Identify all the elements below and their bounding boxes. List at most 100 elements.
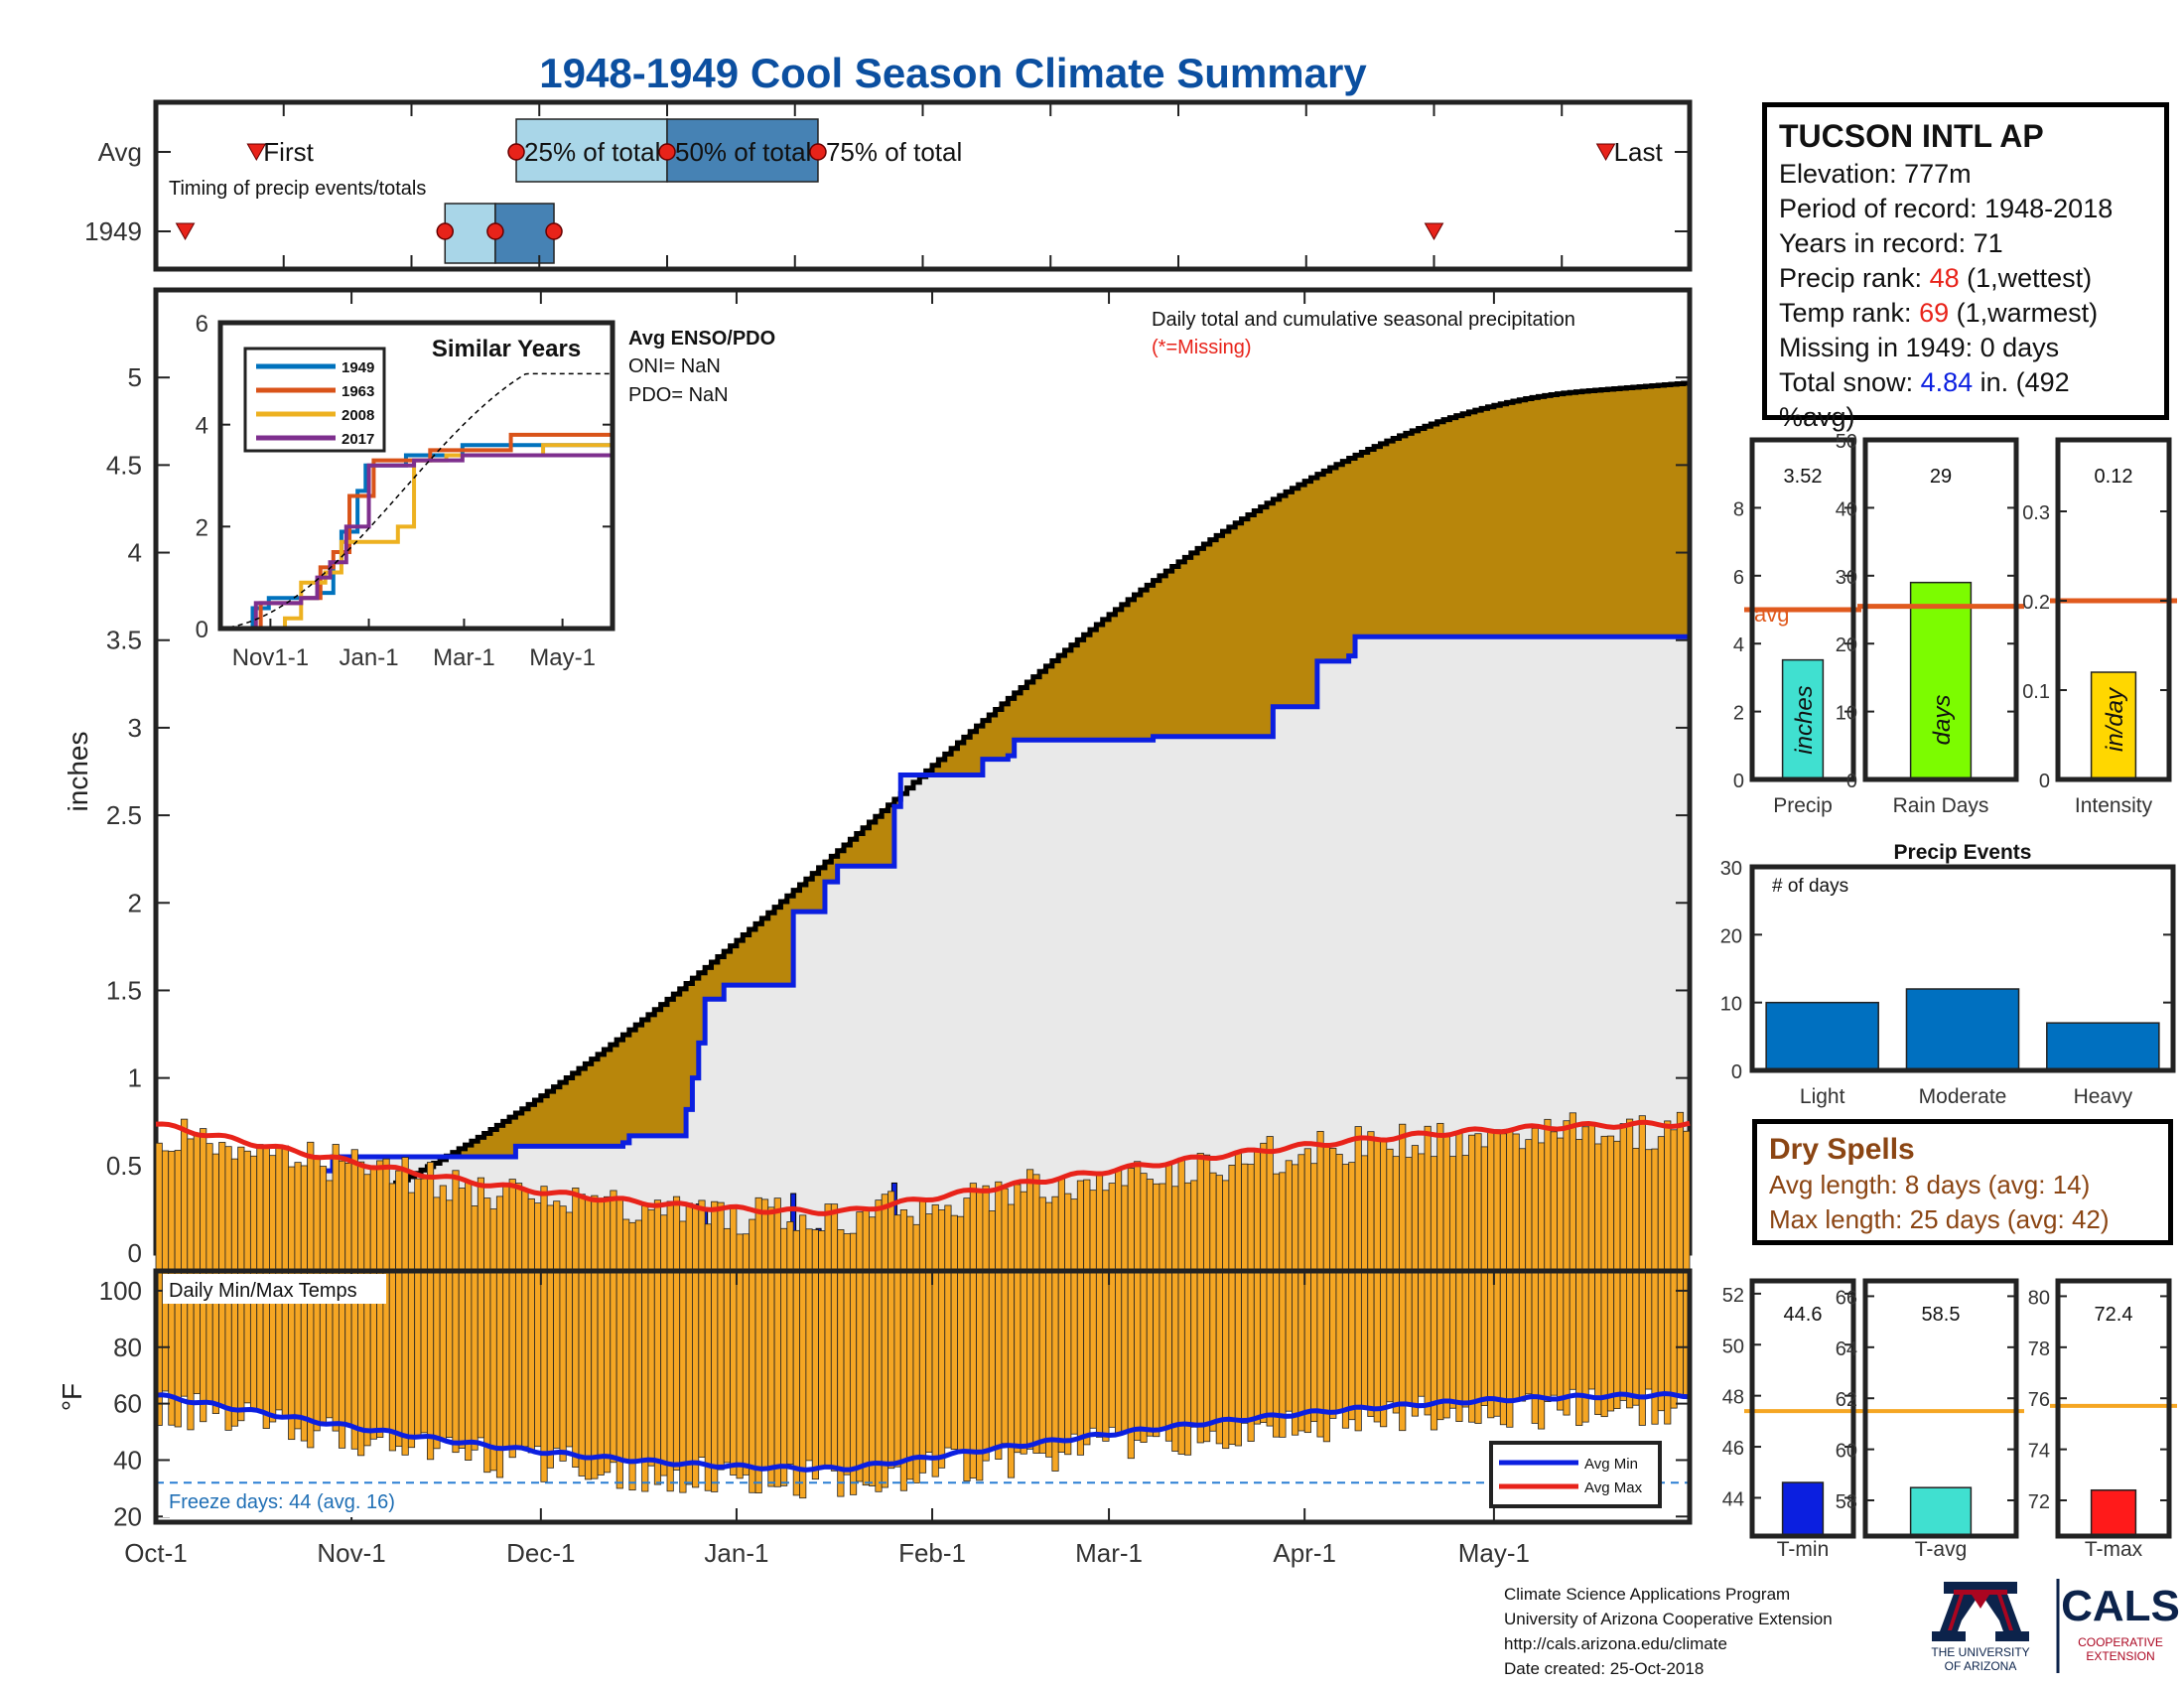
- observed-cumulative-line: [156, 633, 1690, 1256]
- temp-panel-y-tick-label: 50: [1722, 1336, 1744, 1357]
- temp-panel-frame: [1749, 1278, 1856, 1539]
- daily-temp-bar: [754, 1196, 762, 1493]
- freeze-note-background: [163, 1485, 431, 1517]
- inset-x-tick-label: May-1: [529, 644, 596, 671]
- daily-temp-bar: [1348, 1162, 1356, 1421]
- daily-temp-bar: [1064, 1193, 1072, 1456]
- p75-total-marker: [545, 222, 563, 240]
- temp-panel-y-tick-label: 60: [1836, 1441, 1857, 1463]
- stat-y-tick-label: 8: [1733, 498, 1744, 520]
- stat-panel-label: Precip: [1773, 794, 1833, 817]
- daily-temp-bar: [572, 1188, 580, 1469]
- credit-line: Climate Science Applications Program: [1504, 1585, 1791, 1604]
- temp-panel-value-label: 72.4: [2095, 1304, 2133, 1326]
- daily-temp-bar: [641, 1205, 649, 1492]
- timing-panel-frame: [153, 99, 1693, 272]
- temp-legend-label: Avg Min: [1584, 1456, 1638, 1473]
- daily-temp-bar: [1164, 1163, 1173, 1442]
- cals-logo-subtext: EXTENSION: [2086, 1649, 2154, 1663]
- p25-label: 25% of total: [524, 137, 660, 167]
- p75-label: 75% of total: [826, 137, 962, 167]
- x-tick-label: Feb-1: [898, 1538, 966, 1568]
- daily-temp-bar: [1183, 1182, 1192, 1456]
- daily-temp-bar: [1234, 1152, 1242, 1447]
- stat-y-tick-label: 2: [1733, 703, 1744, 725]
- stat-y-tick-label: 30: [1836, 567, 1857, 589]
- daily-temp-bar: [1455, 1130, 1463, 1422]
- temp-legend-box: [1489, 1441, 1662, 1508]
- daily-temp-bar: [1341, 1164, 1350, 1429]
- stat-y-tick-label: 0.3: [2022, 502, 2050, 524]
- daily-temp-bar: [1569, 1112, 1576, 1390]
- daily-temp-bar: [1335, 1154, 1343, 1411]
- daily-temp-bar: [969, 1183, 977, 1478]
- daily-temp-bar: [1538, 1142, 1546, 1430]
- daily-temp-bar: [1544, 1118, 1552, 1402]
- daily-temp-bar: [1121, 1185, 1129, 1433]
- daily-temp-bar: [1095, 1174, 1104, 1438]
- daily-temp-bar: [1001, 1188, 1009, 1445]
- stat-y-tick-label: 4: [1733, 634, 1744, 656]
- temp-panel-frame: [2055, 1278, 2172, 1539]
- station-temp-rank: Temp rank: 69 (1,warmest): [1779, 298, 2099, 328]
- temp-panel-y-tick-label: 74: [2028, 1441, 2050, 1463]
- temp-caption: Daily Min/Max Temps: [169, 1280, 357, 1302]
- daily-temp-bar: [1411, 1145, 1420, 1417]
- daily-temp-bar: [363, 1174, 371, 1447]
- x-tick-label: May-1: [1458, 1538, 1530, 1568]
- daily-temp-bar: [495, 1196, 504, 1478]
- x-tick-label: Apr-1: [1273, 1538, 1336, 1568]
- daily-temp-bar: [749, 1218, 756, 1493]
- daily-temp-bar: [395, 1170, 403, 1448]
- daily-temp-bar: [597, 1197, 605, 1476]
- main-y-tick-label: 4.5: [106, 450, 142, 480]
- daily-temp-bar: [477, 1177, 485, 1439]
- daily-temp-bar: [818, 1230, 826, 1469]
- daily-temp-bar: [628, 1221, 636, 1491]
- timing-row-label: Avg: [98, 137, 142, 167]
- events-y-tick-label: 30: [1720, 858, 1742, 880]
- daily-temp-bar: [653, 1199, 662, 1485]
- stat-value-label: 3.52: [1784, 466, 1823, 488]
- daily-temp-bar: [1241, 1163, 1249, 1424]
- daily-temp-bar: [1632, 1148, 1640, 1406]
- daily-temp-bar: [711, 1200, 719, 1492]
- inset-legend-label: 2008: [341, 407, 374, 424]
- daily-temp-bar: [1581, 1126, 1589, 1423]
- daily-temp-bar: [1512, 1133, 1520, 1402]
- p50-total-marker: [658, 143, 676, 161]
- daily-temp-bar: [1070, 1198, 1078, 1435]
- inset-x-tick-label: Mar-1: [433, 644, 495, 671]
- precip-event-bar: [2046, 1022, 2160, 1071]
- daily-temp-bar: [760, 1198, 769, 1470]
- p50-label: 50% of total: [675, 137, 811, 167]
- stat-y-tick-label: 0: [1733, 771, 1744, 792]
- x-tick-label: Nov-1: [317, 1538, 385, 1568]
- daily-temp-bar: [679, 1220, 687, 1493]
- p75-total-marker: [809, 143, 827, 161]
- temp-panel-y-tick-label: 58: [1836, 1491, 1857, 1513]
- daily-temp-bar: [1297, 1154, 1305, 1432]
- main-y-tick-label: 0: [128, 1238, 142, 1268]
- daily-temp-bar: [433, 1196, 441, 1450]
- stat-avg-label: avg: [1754, 602, 1789, 627]
- daily-temp-bar: [1474, 1133, 1482, 1424]
- daily-temp-bar: [546, 1204, 554, 1469]
- daily-temp-bar: [1014, 1184, 1022, 1454]
- daily-temp-bar: [458, 1188, 466, 1449]
- daily-temp-bar: [1316, 1130, 1324, 1438]
- enso-title: Avg ENSO/PDO: [628, 328, 775, 350]
- temp-stat-bar: [1781, 1481, 1825, 1537]
- daily-temp-bar: [767, 1206, 775, 1487]
- credits: Climate Science Applications Program Uni…: [1504, 1582, 1833, 1681]
- station-precip-rank: Precip rank: 48 (1,wettest): [1779, 263, 2093, 293]
- first-label: First: [263, 137, 314, 167]
- stat-bar: [1781, 658, 1825, 780]
- daily-temp-bar: [780, 1227, 788, 1486]
- daily-temp-bar: [937, 1209, 946, 1469]
- station-snow: Total snow: 4.84 in. (492: [1779, 367, 2070, 397]
- missing-note: (*=Missing): [1152, 337, 1252, 358]
- daily-temp-bar: [666, 1200, 674, 1492]
- daily-temp-bar: [1468, 1134, 1476, 1423]
